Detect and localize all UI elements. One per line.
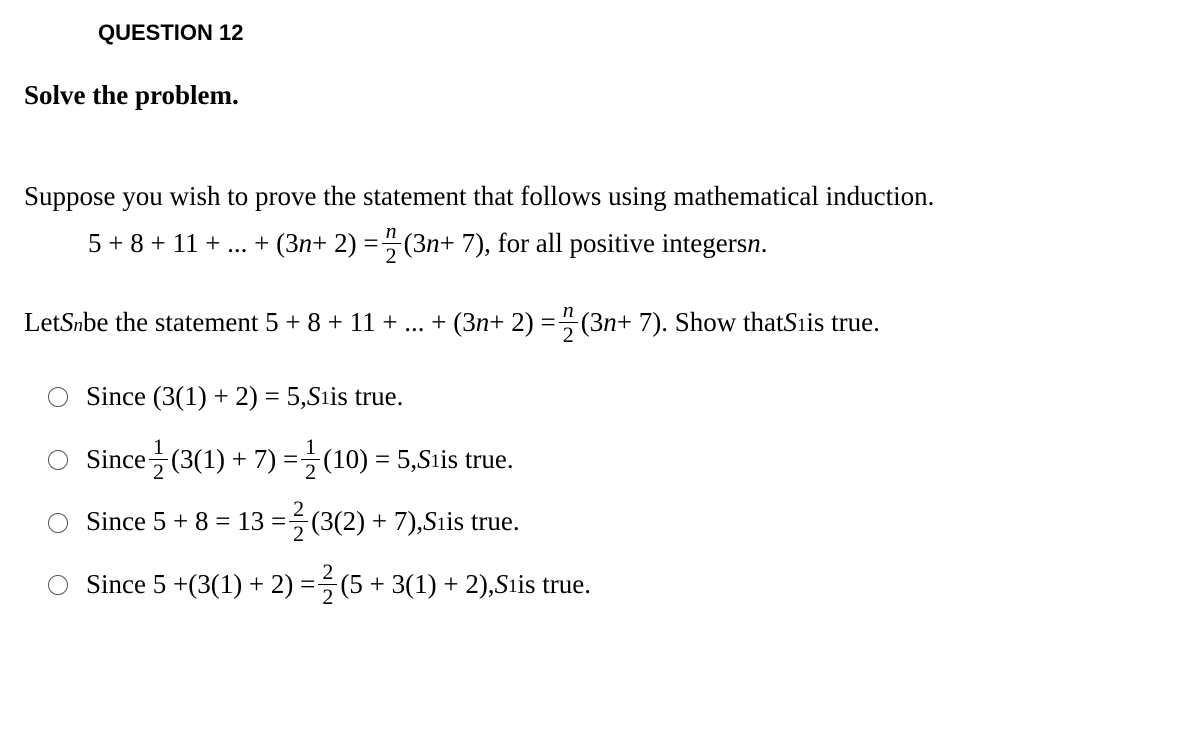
let-frac-num: n [559, 299, 578, 323]
let-a: Let [24, 307, 60, 338]
series-rhs-b: + 7), for all positive integers [440, 222, 748, 265]
opt4-tail: is true. [518, 560, 592, 609]
let-statement: Let Sn be the statement 5 + 8 + 11 + ...… [24, 299, 880, 346]
series-rhs-c: . [761, 222, 768, 265]
opt4-fr-num: 2 [318, 561, 337, 585]
opt4-a: Since 5 +(3(1) + 2) = [86, 560, 315, 609]
opt1-sub: 1 [320, 382, 329, 416]
opt2-fr1-num: 1 [149, 436, 168, 460]
series-lhs-a: 5 + 8 + 11 + ... + (3 [88, 222, 299, 265]
let-sub-1: 1 [797, 315, 806, 337]
series-frac-den: 2 [382, 244, 401, 267]
question-page: QUESTION 12 Solve the problem. Suppose y… [0, 0, 1200, 643]
opt3-fr-num: 2 [289, 498, 308, 522]
opt4-sub: 1 [508, 570, 517, 604]
series-lhs-b: + 2) = [312, 222, 378, 265]
var-n-5: n [603, 307, 617, 338]
opt3-tail: is true. [446, 497, 520, 546]
opt4-fraction: 2 2 [318, 561, 337, 608]
option-3[interactable]: Since 5 + 8 = 13 = 2 2 (3(2) + 7), S1 is… [48, 497, 1176, 546]
let-frac-den: 2 [559, 323, 578, 346]
let-fraction: n 2 [559, 299, 578, 346]
var-n-3: n [747, 222, 761, 265]
opt2-fr1-den: 2 [149, 460, 168, 483]
opt3-b: (3(2) + 7), [311, 497, 423, 546]
opt2-fr2-num: 1 [301, 436, 320, 460]
let-e: + 7). Show that [617, 307, 784, 338]
series-rhs-a: (3 [404, 222, 427, 265]
var-n-1: n [299, 222, 313, 265]
var-n-4: n [476, 307, 490, 338]
opt2-sub: 1 [431, 445, 440, 479]
opt4-b: (5 + 3(1) + 2), [340, 560, 494, 609]
let-s1: S [783, 307, 797, 338]
instruction: Solve the problem. [24, 80, 1176, 111]
opt2-a: Since [86, 435, 146, 484]
opt2-fraction-1: 1 2 [149, 436, 168, 483]
series-fraction: n 2 [382, 220, 401, 267]
radio-icon[interactable] [48, 387, 68, 407]
radio-icon[interactable] [48, 513, 68, 533]
option-1-text: Since (3(1) + 2) = 5, S1 is true. [86, 372, 403, 421]
options-group: Since (3(1) + 2) = 5, S1 is true. Since … [24, 372, 1176, 608]
opt3-a: Since 5 + 8 = 13 = [86, 497, 286, 546]
opt2-c: (10) = 5, [323, 435, 417, 484]
opt2-fr2-den: 2 [301, 460, 320, 483]
opt2-s: S [417, 435, 431, 484]
let-b: be the statement 5 + 8 + 11 + ... + (3 [83, 307, 476, 338]
option-2-text: Since 1 2 (3(1) + 7) = 1 2 (10) = 5, S 1 … [86, 435, 514, 484]
prove-intro: Suppose you wish to prove the statement … [24, 175, 1176, 218]
opt3-fraction: 2 2 [289, 498, 308, 545]
var-n-2: n [426, 222, 440, 265]
opt2-fraction-2: 1 2 [301, 436, 320, 483]
opt2-b: (3(1) + 7) = [171, 435, 298, 484]
opt3-s: S [423, 497, 437, 546]
radio-icon[interactable] [48, 450, 68, 470]
let-d: (3 [581, 307, 604, 338]
opt1-tail: is true. [330, 372, 404, 421]
option-2[interactable]: Since 1 2 (3(1) + 7) = 1 2 (10) = 5, S 1 … [48, 435, 1176, 484]
radio-icon[interactable] [48, 575, 68, 595]
let-f: is true. [806, 307, 880, 338]
series-frac-num: n [382, 220, 401, 244]
option-4-text: Since 5 +(3(1) + 2) = 2 2 (5 + 3(1) + 2)… [86, 560, 591, 609]
let-s: S [60, 307, 74, 338]
opt4-s: S [495, 560, 509, 609]
opt3-sub: 1 [437, 508, 446, 542]
opt2-tail: is true. [440, 435, 514, 484]
question-number: QUESTION 12 [98, 20, 1176, 46]
option-1[interactable]: Since (3(1) + 2) = 5, S1 is true. [48, 372, 1176, 421]
series-statement: 5 + 8 + 11 + ... + (3n + 2) = n 2 (3n + … [88, 220, 768, 267]
opt4-fr-den: 2 [318, 585, 337, 608]
option-3-text: Since 5 + 8 = 13 = 2 2 (3(2) + 7), S1 is… [86, 497, 520, 546]
opt1-a: Since (3(1) + 2) = 5, [86, 372, 307, 421]
opt1-s: S [307, 372, 321, 421]
opt3-fr-den: 2 [289, 522, 308, 545]
let-c: + 2) = [489, 307, 555, 338]
let-sub-n: n [73, 315, 82, 337]
option-4[interactable]: Since 5 +(3(1) + 2) = 2 2 (5 + 3(1) + 2)… [48, 560, 1176, 609]
